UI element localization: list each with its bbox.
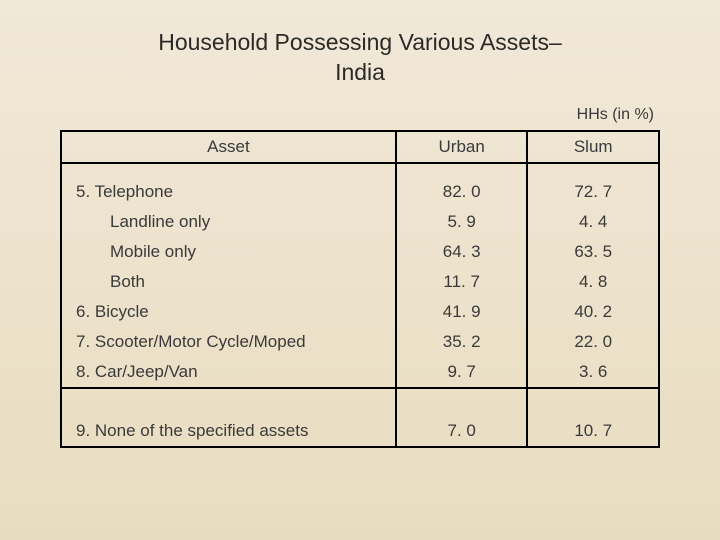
cell-asset: 7. Scooter/Motor Cycle/Moped xyxy=(61,327,396,357)
cell-urban: 41. 9 xyxy=(396,297,528,327)
units-label: HHs (in %) xyxy=(60,106,660,124)
cell-asset: Mobile only xyxy=(61,237,396,267)
title-line-2: India xyxy=(335,59,385,85)
cell-slum: 22. 0 xyxy=(527,327,659,357)
cell-urban: 35. 2 xyxy=(396,327,528,357)
table-row: 5. Telephone82. 072. 7 xyxy=(61,177,659,207)
cell-urban: 11. 7 xyxy=(396,267,528,297)
cell-urban: 5. 9 xyxy=(396,207,528,237)
cell-asset: 8. Car/Jeep/Van xyxy=(61,357,396,388)
table-row: 8. Car/Jeep/Van9. 73. 6 xyxy=(61,357,659,388)
cell-asset: 6. Bicycle xyxy=(61,297,396,327)
cell-asset: 9. None of the specified assets xyxy=(61,416,396,447)
table-row: Landline only5. 94. 4 xyxy=(61,207,659,237)
table-spacer-row xyxy=(61,163,659,177)
col-header-urban: Urban xyxy=(396,131,528,163)
cell-slum: 63. 5 xyxy=(527,237,659,267)
table-row: Both11. 74. 8 xyxy=(61,267,659,297)
cell-urban: 64. 3 xyxy=(396,237,528,267)
cell-slum: 72. 7 xyxy=(527,177,659,207)
table-spacer-row xyxy=(61,402,659,416)
assets-table: Asset Urban Slum 5. Telephone82. 072. 7L… xyxy=(60,130,660,448)
cell-asset: Both xyxy=(61,267,396,297)
col-header-asset: Asset xyxy=(61,131,396,163)
cell-slum: 4. 8 xyxy=(527,267,659,297)
page-title: Household Possessing Various Assets– Ind… xyxy=(60,28,660,88)
cell-slum: 4. 4 xyxy=(527,207,659,237)
col-header-slum: Slum xyxy=(527,131,659,163)
table-row: 6. Bicycle41. 940. 2 xyxy=(61,297,659,327)
title-line-1: Household Possessing Various Assets– xyxy=(158,29,562,55)
cell-slum: 3. 6 xyxy=(527,357,659,388)
table-body: 5. Telephone82. 072. 7Landline only5. 94… xyxy=(61,163,659,447)
cell-urban: 82. 0 xyxy=(396,177,528,207)
table-header-row: Asset Urban Slum xyxy=(61,131,659,163)
cell-asset: Landline only xyxy=(61,207,396,237)
cell-asset: 5. Telephone xyxy=(61,177,396,207)
table-row: 9. None of the specified assets7. 010. 7 xyxy=(61,416,659,447)
cell-slum: 10. 7 xyxy=(527,416,659,447)
table-spacer-row xyxy=(61,388,659,402)
cell-slum: 40. 2 xyxy=(527,297,659,327)
table-row: Mobile only64. 363. 5 xyxy=(61,237,659,267)
cell-urban: 9. 7 xyxy=(396,357,528,388)
table-row: 7. Scooter/Motor Cycle/Moped35. 222. 0 xyxy=(61,327,659,357)
cell-urban: 7. 0 xyxy=(396,416,528,447)
